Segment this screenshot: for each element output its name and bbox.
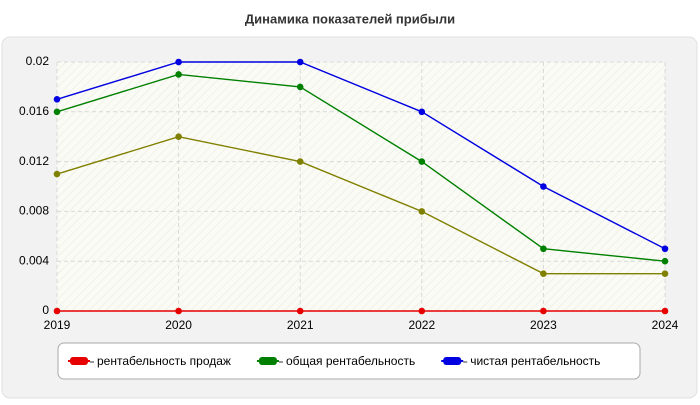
data-point bbox=[661, 307, 669, 315]
series-line bbox=[56, 135, 665, 275]
x-tick-label: 2020 bbox=[165, 318, 192, 332]
legend-label: общая рентабельность bbox=[286, 354, 415, 368]
legend-label: чистая рентабельность bbox=[470, 354, 600, 368]
data-point bbox=[661, 245, 669, 253]
data-point bbox=[418, 158, 426, 165]
chart-title: Динамика показателей прибыли bbox=[245, 11, 455, 26]
legend bbox=[57, 342, 641, 380]
series-line bbox=[56, 61, 666, 250]
data-point bbox=[296, 83, 304, 91]
data-point bbox=[418, 108, 426, 116]
legend-swatch bbox=[443, 357, 462, 365]
legend-label: рентабельность продаж bbox=[97, 354, 231, 368]
data-point bbox=[175, 307, 182, 315]
data-point bbox=[296, 58, 304, 66]
data-point bbox=[53, 307, 61, 315]
data-point bbox=[661, 270, 669, 277]
data-point bbox=[296, 307, 304, 315]
data-point bbox=[540, 270, 547, 277]
x-tick-label: 2023 bbox=[530, 318, 557, 332]
x-tick-label: 2019 bbox=[44, 318, 71, 332]
x-tick-label: 2024 bbox=[652, 318, 679, 332]
y-tick-label: 0.012 bbox=[19, 154, 49, 168]
y-tick-label: 0.02 bbox=[26, 54, 50, 68]
data-point bbox=[53, 170, 61, 178]
data-point bbox=[540, 307, 547, 315]
data-point bbox=[175, 58, 182, 66]
x-tick-label: 2022 bbox=[408, 318, 435, 332]
x-tick-label: 2021 bbox=[287, 318, 314, 332]
data-point bbox=[175, 133, 182, 140]
data-point bbox=[296, 158, 304, 165]
data-point bbox=[418, 208, 426, 215]
y-tick-label: 0.008 bbox=[19, 204, 49, 218]
data-point bbox=[175, 71, 182, 78]
data-point bbox=[540, 245, 547, 253]
y-tick-label: 0 bbox=[42, 303, 49, 317]
legend-swatch bbox=[70, 357, 88, 365]
y-tick-label: 0.016 bbox=[19, 104, 49, 118]
legend-swatch bbox=[258, 357, 277, 365]
data-point bbox=[540, 183, 547, 190]
data-point bbox=[53, 96, 61, 103]
data-point bbox=[661, 257, 669, 265]
data-point bbox=[418, 307, 426, 315]
data-point bbox=[53, 108, 61, 116]
series-line bbox=[56, 73, 666, 262]
y-tick-label: 0.004 bbox=[19, 253, 49, 267]
